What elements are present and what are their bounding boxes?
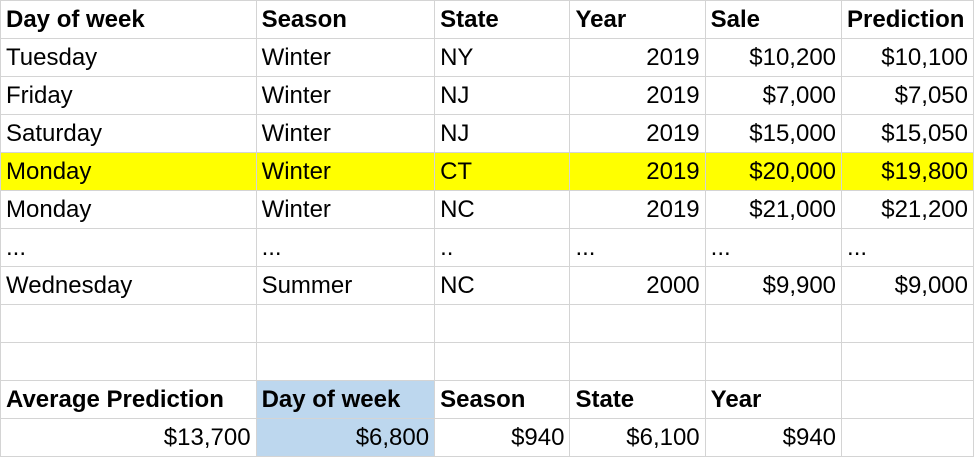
empty-cell[interactable] <box>841 380 974 419</box>
cell-year[interactable]: 2019 <box>569 38 706 77</box>
summary-header-day-of-week[interactable]: Day of week <box>255 380 436 419</box>
cell-sale[interactable]: $15,000 <box>704 114 843 153</box>
table-row: Tuesday Winter NY 2019 $10,200 $10,100 <box>0 38 974 77</box>
cell-year[interactable]: 2019 <box>569 152 706 191</box>
ellipsis-row: ... ... .. ... ... ... <box>0 228 974 267</box>
summary-header-state[interactable]: State <box>569 380 706 419</box>
header-year[interactable]: Year <box>569 0 706 39</box>
empty-cell[interactable] <box>704 342 843 381</box>
cell-prediction[interactable]: $10,100 <box>841 38 974 77</box>
table-row: Saturday Winter NJ 2019 $15,000 $15,050 <box>0 114 974 153</box>
cell-day[interactable]: Monday <box>0 152 257 191</box>
empty-cell[interactable] <box>841 418 974 457</box>
header-season[interactable]: Season <box>255 0 436 39</box>
cell-day[interactable]: ... <box>0 228 257 267</box>
cell-state[interactable]: NY <box>434 38 571 77</box>
cell-sale[interactable]: $10,200 <box>704 38 843 77</box>
header-sale[interactable]: Sale <box>704 0 843 39</box>
empty-cell[interactable] <box>255 304 436 343</box>
summary-header-row: Average Prediction Day of week Season St… <box>0 380 974 419</box>
cell-state[interactable]: NJ <box>434 114 571 153</box>
summary-header-year[interactable]: Year <box>704 380 843 419</box>
empty-row <box>0 304 974 343</box>
cell-year[interactable]: 2019 <box>569 76 706 115</box>
cell-sale[interactable]: $7,000 <box>704 76 843 115</box>
header-day-of-week[interactable]: Day of week <box>0 0 257 39</box>
cell-year[interactable]: 2000 <box>569 266 706 305</box>
cell-season[interactable]: Winter <box>255 152 436 191</box>
cell-day[interactable]: Monday <box>0 190 257 229</box>
empty-cell[interactable] <box>434 342 571 381</box>
empty-cell[interactable] <box>255 342 436 381</box>
cell-sale[interactable]: $21,000 <box>704 190 843 229</box>
summary-value-row: $13,700 $6,800 $940 $6,100 $940 <box>0 418 974 457</box>
cell-state[interactable]: NJ <box>434 76 571 115</box>
cell-prediction[interactable]: $7,050 <box>841 76 974 115</box>
empty-cell[interactable] <box>841 342 974 381</box>
cell-season[interactable]: Summer <box>255 266 436 305</box>
cell-year[interactable]: ... <box>569 228 706 267</box>
summary-header-season[interactable]: Season <box>434 380 571 419</box>
summary-value-year[interactable]: $940 <box>704 418 843 457</box>
cell-prediction[interactable]: ... <box>841 228 974 267</box>
cell-sale[interactable]: $20,000 <box>704 152 843 191</box>
empty-cell[interactable] <box>569 304 706 343</box>
cell-season[interactable]: Winter <box>255 38 436 77</box>
empty-cell[interactable] <box>0 304 257 343</box>
cell-day[interactable]: Wednesday <box>0 266 257 305</box>
cell-prediction[interactable]: $15,050 <box>841 114 974 153</box>
header-state[interactable]: State <box>434 0 571 39</box>
summary-value-state[interactable]: $6,100 <box>569 418 706 457</box>
table-row: Monday Winter NC 2019 $21,000 $21,200 <box>0 190 974 229</box>
cell-season[interactable]: ... <box>255 228 436 267</box>
cell-sale[interactable]: $9,900 <box>704 266 843 305</box>
cell-state[interactable]: CT <box>434 152 571 191</box>
cell-day[interactable]: Tuesday <box>0 38 257 77</box>
empty-cell[interactable] <box>841 304 974 343</box>
cell-season[interactable]: Winter <box>255 190 436 229</box>
cell-day[interactable]: Saturday <box>0 114 257 153</box>
summary-value-season[interactable]: $940 <box>434 418 571 457</box>
cell-prediction[interactable]: $21,200 <box>841 190 974 229</box>
empty-cell[interactable] <box>704 304 843 343</box>
header-row: Day of week Season State Year Sale Predi… <box>0 0 974 39</box>
empty-cell[interactable] <box>434 304 571 343</box>
cell-state[interactable]: .. <box>434 228 571 267</box>
empty-cell[interactable] <box>569 342 706 381</box>
table-row: Friday Winter NJ 2019 $7,000 $7,050 <box>0 76 974 115</box>
summary-value-day-of-week[interactable]: $6,800 <box>255 418 436 457</box>
cell-season[interactable]: Winter <box>255 76 436 115</box>
summary-header-average-prediction[interactable]: Average Prediction <box>0 380 257 419</box>
cell-prediction[interactable]: $9,000 <box>841 266 974 305</box>
cell-state[interactable]: NC <box>434 266 571 305</box>
cell-day[interactable]: Friday <box>0 76 257 115</box>
cell-state[interactable]: NC <box>434 190 571 229</box>
header-prediction[interactable]: Prediction <box>841 0 974 39</box>
highlighted-row: Monday Winter CT 2019 $20,000 $19,800 <box>0 152 974 191</box>
cell-year[interactable]: 2019 <box>569 190 706 229</box>
cell-prediction[interactable]: $19,800 <box>841 152 974 191</box>
empty-cell[interactable] <box>0 342 257 381</box>
cell-sale[interactable]: ... <box>704 228 843 267</box>
empty-row <box>0 342 974 381</box>
cell-year[interactable]: 2019 <box>569 114 706 153</box>
cell-season[interactable]: Winter <box>255 114 436 153</box>
summary-value-average-prediction[interactable]: $13,700 <box>0 418 257 457</box>
table-row: Wednesday Summer NC 2000 $9,900 $9,000 <box>0 266 974 305</box>
